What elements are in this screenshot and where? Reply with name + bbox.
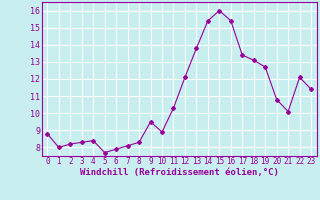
X-axis label: Windchill (Refroidissement éolien,°C): Windchill (Refroidissement éolien,°C) [80, 168, 279, 177]
